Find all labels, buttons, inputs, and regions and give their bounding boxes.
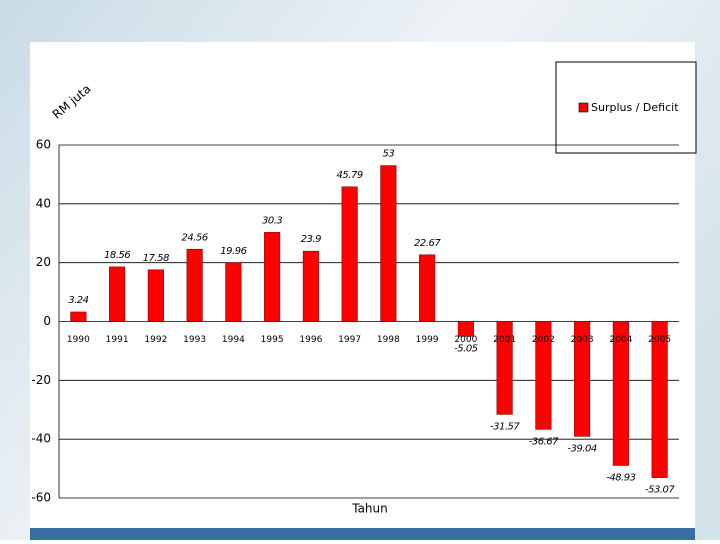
bottom-strip	[30, 528, 695, 540]
bar	[109, 266, 126, 322]
legend-label: Surplus / Deficit	[591, 101, 679, 114]
value-label: 30.3	[262, 215, 282, 226]
value-label: 23.9	[301, 234, 321, 245]
value-label: 18.56	[104, 250, 130, 261]
value-label: -31.57	[490, 421, 520, 432]
x-tick-label: 1993	[183, 335, 206, 345]
x-tick-label: 2005	[648, 335, 671, 345]
x-tick-label: 1991	[106, 335, 129, 345]
bar	[225, 262, 242, 322]
bar	[380, 165, 397, 322]
value-label: 45.79	[337, 170, 363, 181]
y-tick-label: 60	[36, 138, 51, 152]
x-tick-label: 1995	[261, 335, 284, 345]
y-tick-label: 40	[36, 196, 51, 210]
bar	[147, 269, 164, 322]
value-label: -48.93	[606, 472, 635, 483]
x-tick-label: 2002	[532, 335, 555, 345]
y-tick-label: 20	[36, 255, 51, 269]
bar	[264, 232, 281, 322]
value-label: -36.67	[529, 436, 559, 447]
x-tick-label: 1996	[299, 335, 322, 345]
bar	[612, 321, 629, 466]
x-tick-label: 1997	[338, 335, 361, 345]
x-tick-label: 2001	[493, 335, 516, 345]
value-label: -39.04	[568, 443, 597, 454]
x-axis-label: Tahun	[351, 502, 388, 516]
bar	[302, 250, 319, 322]
y-tick-label: 0	[43, 314, 51, 328]
value-label: 3.24	[68, 295, 88, 306]
x-tick-label: 1999	[416, 335, 439, 345]
bar	[651, 321, 668, 478]
value-label: 17.58	[143, 253, 169, 264]
value-label: 24.56	[182, 232, 208, 243]
bar	[574, 321, 591, 437]
x-tick-label: 1992	[144, 335, 167, 345]
x-tick-label: 1998	[377, 335, 400, 345]
bar	[186, 248, 203, 322]
value-label: -5.05	[454, 343, 478, 354]
y-tick-label: -20	[31, 373, 51, 387]
bar	[457, 321, 474, 337]
bar	[496, 321, 513, 415]
bar	[70, 311, 87, 322]
value-label: 22.67	[414, 238, 441, 249]
x-tick-label: 1990	[67, 335, 90, 345]
bar	[535, 321, 552, 430]
legend-swatch	[578, 102, 589, 113]
x-tick-label: 2000	[454, 335, 477, 345]
value-label: 53	[383, 149, 395, 160]
x-tick-label: 1994	[222, 335, 245, 345]
bar	[341, 186, 358, 322]
x-tick-label: 2003	[571, 335, 594, 345]
y-tick-label: -60	[31, 491, 51, 505]
y-tick-label: -40	[31, 432, 51, 446]
x-tick-label: 2004	[609, 335, 632, 345]
bar	[419, 254, 436, 322]
value-label: 19.96	[220, 246, 246, 257]
value-label: -53.07	[645, 485, 675, 496]
